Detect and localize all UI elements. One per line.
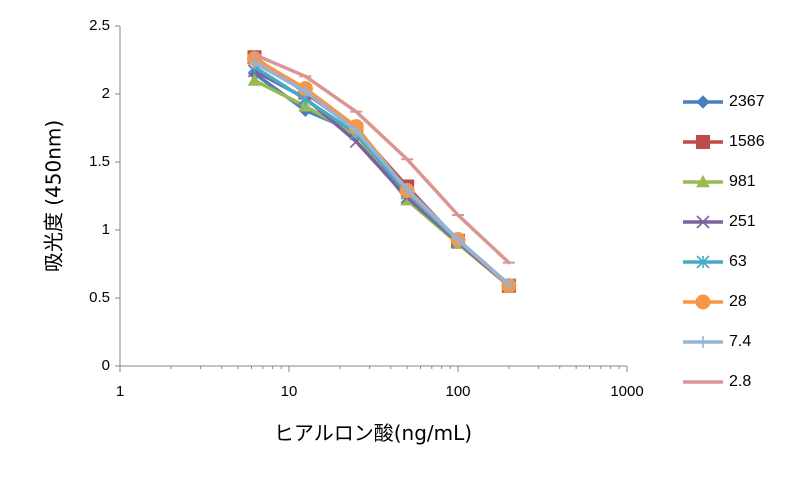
legend-label: 63 — [729, 253, 747, 270]
legend-entry: 1586 — [683, 133, 765, 150]
legend-marker — [696, 174, 710, 188]
legend: 2367 1586 981 251 63 28 7.4 2.8 — [683, 93, 765, 390]
y-tick-label: 2.5 — [89, 17, 110, 34]
y-tick-label: 1 — [102, 221, 110, 238]
series-7.4 — [248, 56, 515, 291]
legend-entry: 63 — [683, 253, 747, 270]
x-axis-title: ヒアルロン酸(ng/mL) — [274, 421, 472, 445]
data-point — [452, 233, 464, 246]
data-point — [401, 183, 414, 196]
legend-entry: 7.4 — [683, 333, 751, 350]
legend-label: 2.8 — [729, 373, 751, 390]
data-point — [248, 56, 261, 69]
legend-entry: 2.8 — [683, 373, 751, 390]
y-tick-label: 1.5 — [89, 153, 110, 170]
data-point — [298, 99, 313, 112]
series-line — [252, 52, 511, 265]
legend-entry: 2367 — [683, 93, 765, 110]
axes — [119, 26, 627, 367]
legend-label: 1586 — [729, 133, 765, 150]
y-tick-label: 0.5 — [89, 289, 110, 306]
legend-entry: 28 — [683, 293, 747, 310]
y-tick-label: 0 — [102, 357, 110, 374]
legend-label: 981 — [729, 173, 756, 190]
x-tick-label: 100 — [445, 383, 470, 400]
legend-entry: 981 — [683, 173, 756, 190]
data-point — [299, 85, 312, 98]
legend-label: 2367 — [729, 93, 765, 110]
x-tick-label: 10 — [281, 383, 298, 400]
legend-label: 7.4 — [729, 333, 751, 350]
legend-marker — [696, 135, 710, 149]
series-layer — [247, 50, 517, 294]
legend-marker — [696, 255, 710, 269]
legend-entry: 251 — [683, 213, 756, 230]
y-axis-title: 吸光度 (450nm) — [42, 120, 66, 272]
data-point — [350, 124, 363, 137]
legend-label: 251 — [729, 213, 756, 230]
x-ticks: 1 10 100 1000 — [116, 366, 644, 400]
data-point — [502, 278, 515, 291]
y-ticks: 0 0.5 1 1.5 2 2.5 — [89, 17, 120, 374]
x-tick-label: 1000 — [610, 383, 643, 400]
series-2.8 — [248, 52, 515, 265]
legend-label: 28 — [729, 293, 747, 310]
legend-marker — [695, 294, 711, 310]
legend-marker — [696, 95, 710, 109]
y-tick-label: 2 — [102, 85, 110, 102]
legend-marker — [697, 336, 709, 348]
series-line — [252, 60, 511, 287]
x-tick-label: 1 — [116, 383, 124, 400]
legend-marker — [696, 215, 710, 229]
data-point — [247, 73, 262, 86]
